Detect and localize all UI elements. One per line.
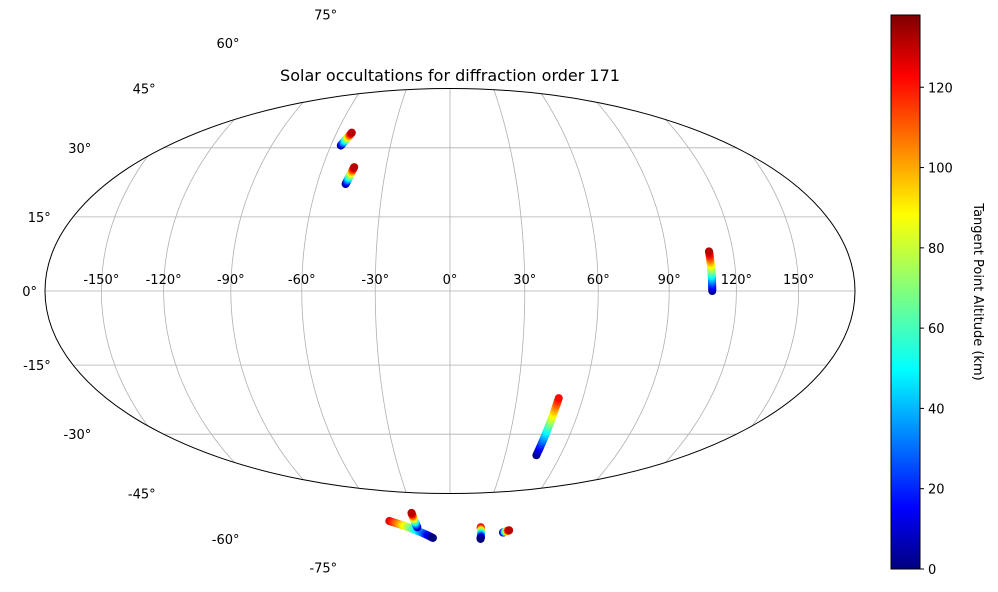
data-points: [336, 128, 717, 543]
longitude-tick-label: -150°: [83, 273, 119, 288]
longitude-tick-label: -60°: [288, 273, 316, 288]
colorbar-label: Tangent Point Altitude (km): [970, 202, 985, 380]
colorbar-tick-label: 0: [928, 563, 936, 578]
map-grid: [45, 88, 855, 494]
longitude-tick-label: 90°: [658, 273, 681, 288]
occultation-point: [704, 247, 713, 256]
latitude-tick-labels: -75° -60° -45° -30° -15° 0° 15° 30° 45° 60° 75°: [22, 8, 337, 576]
latitude-tick-label: 15°: [28, 211, 51, 226]
colorbar-ticks: 0 20 40 60 80 100 120: [920, 81, 953, 578]
latitude-tick-label: -75°: [309, 562, 337, 577]
colorbar: 0 20 40 60 80 100 120 Tangent Point Altitude (…: [890, 14, 985, 578]
chart-title: Solar occultations for diffraction order…: [280, 66, 620, 85]
latitude-tick-label: 60°: [216, 37, 239, 52]
latitude-tick-label: 75°: [314, 8, 337, 23]
colorbar-tick-label: 20: [928, 483, 945, 498]
occultation-point: [476, 534, 485, 543]
colorbar-tick-label: 100: [928, 162, 953, 177]
occultation-point: [554, 394, 563, 403]
map-outline: [44, 88, 856, 494]
colorbar-tick-label: 80: [928, 242, 945, 257]
occultation-point: [347, 128, 356, 137]
longitude-tick-label: 30°: [513, 273, 536, 288]
latitude-tick-label: 0°: [22, 285, 37, 300]
colorbar-tick-label: 40: [928, 402, 945, 417]
longitude-tick-label: -120°: [146, 273, 182, 288]
occultation-point: [505, 526, 514, 535]
occultation-point: [407, 508, 416, 517]
longitude-tick-label: 150°: [783, 273, 814, 288]
latitude-tick-label: -30°: [64, 428, 92, 443]
longitude-tick-label: 0°: [443, 273, 458, 288]
colorbar-gradient: [890, 14, 921, 570]
occultation-point: [350, 163, 359, 172]
latitude-tick-label: 45°: [133, 83, 156, 98]
longitude-tick-label: -30°: [361, 273, 389, 288]
longitude-tick-label: -90°: [217, 273, 245, 288]
latitude-tick-label: -60°: [212, 533, 240, 548]
occultation-point: [428, 533, 437, 542]
latitude-tick-label: -45°: [128, 488, 156, 503]
colorbar-tick-label: 60: [928, 322, 945, 337]
latitude-tick-label: -15°: [23, 359, 51, 374]
colorbar-tick-label: 120: [928, 81, 953, 96]
longitude-tick-label: 120°: [721, 273, 752, 288]
longitude-tick-labels: -150° -120° -90° -60° -30° 0° 30° 60° 90° 120° 150…: [83, 273, 814, 288]
longitude-tick-label: 60°: [587, 273, 610, 288]
latitude-tick-label: 30°: [68, 142, 91, 157]
